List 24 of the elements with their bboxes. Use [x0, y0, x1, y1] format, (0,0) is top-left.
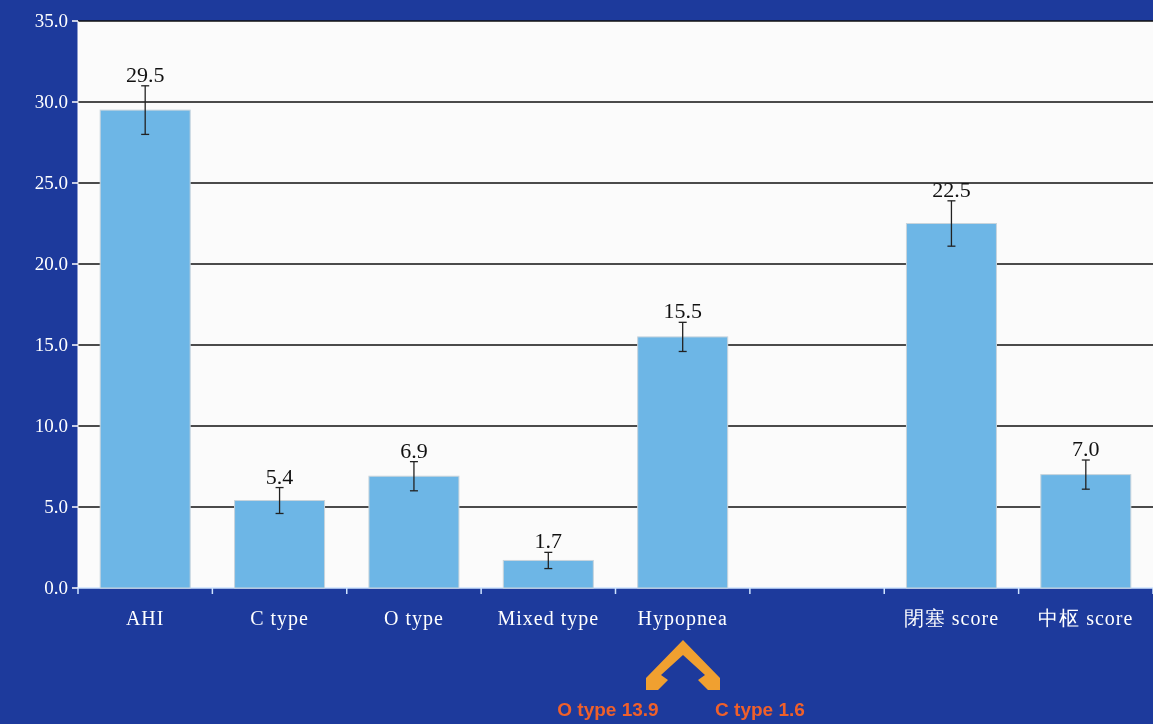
text: O type 13.9	[557, 699, 659, 720]
data-label: 22.5	[932, 176, 971, 202]
data-label: 1.7	[534, 528, 563, 554]
x-tick-label: 中枢 score	[1038, 607, 1134, 629]
y-tick-label: 25.0	[34, 172, 68, 193]
data-label: 6.9	[400, 437, 428, 463]
y-tick-label: 35.0	[34, 10, 68, 31]
x-tick-label: O type	[383, 607, 444, 630]
data-label: 15.5	[663, 298, 702, 324]
data-label: 5.4	[265, 463, 294, 489]
x-tick-label: Hypopnea	[637, 607, 728, 630]
x-tick-label: 閉塞 score	[903, 607, 1000, 629]
x-tick-label: AHI	[125, 607, 165, 629]
y-tick-label: 20.0	[34, 253, 68, 274]
y-tick-label: 15.0	[34, 334, 68, 355]
y-tick-label: 0.0	[44, 577, 68, 598]
data-label: 29.5	[125, 61, 165, 87]
y-tick-label: 10.0	[34, 415, 68, 436]
y-tick-label: 30.0	[34, 91, 68, 112]
x-tick-label: C type	[250, 607, 309, 630]
text: C type 1.6	[715, 699, 805, 720]
data-label: 7.0	[1072, 436, 1100, 462]
x-tick-label: Mixed type	[497, 607, 600, 630]
y-tick-label: 5.0	[44, 496, 68, 517]
